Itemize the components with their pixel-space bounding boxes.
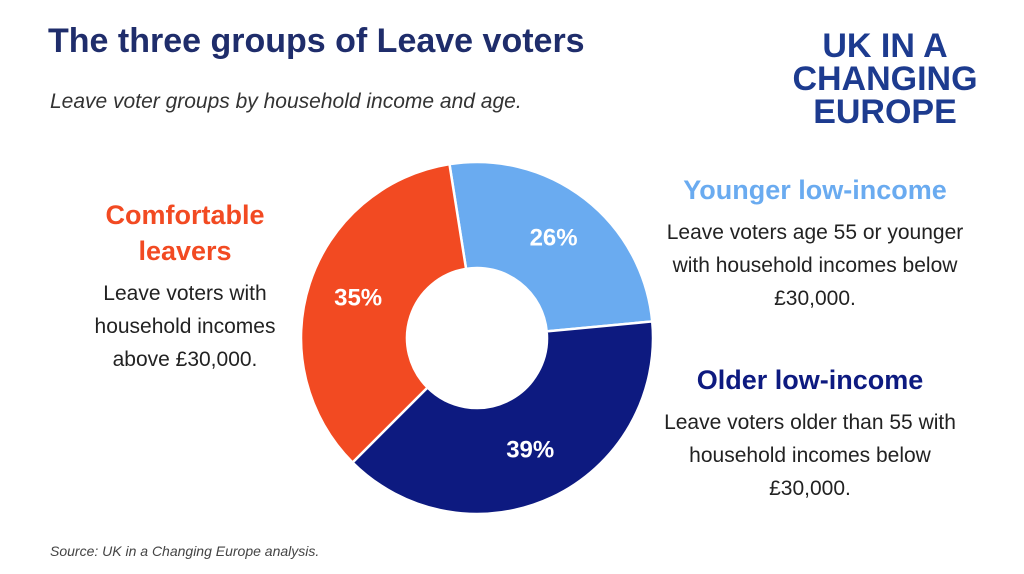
subtitle: Leave voter groups by household income a…	[50, 90, 522, 113]
value-label: 39%	[506, 436, 554, 463]
annotation: Older low-income Leave voters older than …	[655, 362, 965, 505]
group-description: Leave voters older than 55 with househol…	[664, 411, 956, 500]
slice	[299, 162, 468, 465]
group-name: Younger low-income	[683, 175, 947, 205]
logo-line: EUROPE	[813, 93, 957, 131]
logo: UK IN A CHANGING EUROPE	[770, 27, 1000, 131]
annotation: Comfortable leavers Leave voters with hou…	[80, 197, 290, 376]
slice	[448, 160, 654, 333]
source: Source: UK in a Changing Europe analysis…	[50, 543, 320, 559]
group-description: Leave voters with household incomes abov…	[94, 282, 276, 371]
value-label: 26%	[530, 225, 578, 252]
logo-line: CHANGING	[792, 60, 978, 98]
group-name: Comfortable leavers	[105, 200, 265, 266]
group-name: Older low-income	[696, 365, 924, 395]
annotation: Younger low-income Leave voters age 55 or…	[660, 172, 970, 315]
title: The three groups of Leave voters	[48, 22, 585, 60]
group-description: Leave voters age 55 or younger with hous…	[666, 221, 964, 310]
logo-line: UK IN A	[822, 27, 948, 65]
value-label: 35%	[334, 285, 382, 312]
slice	[350, 320, 655, 516]
